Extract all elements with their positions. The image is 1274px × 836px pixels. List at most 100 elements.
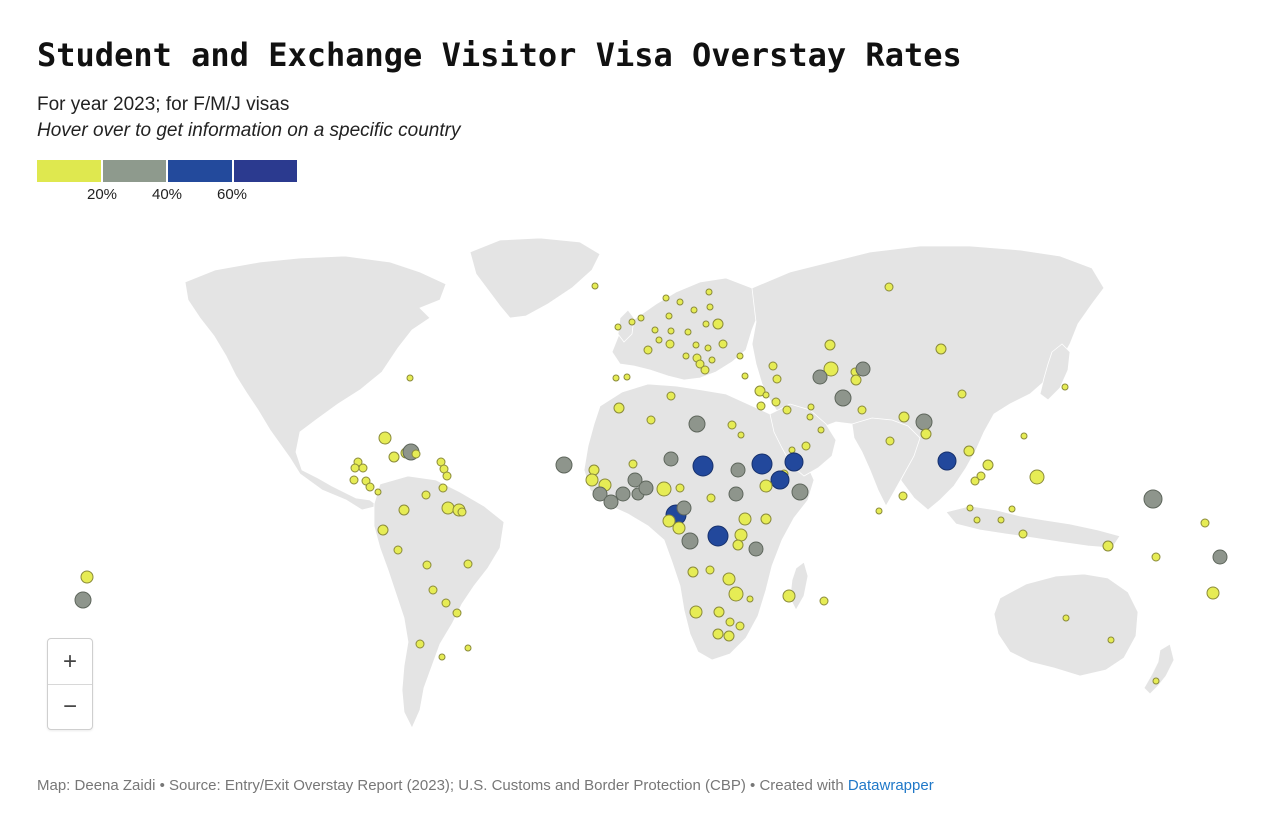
country-marker-low[interactable] [464, 644, 472, 652]
country-marker-low[interactable] [675, 483, 685, 493]
country-marker-low[interactable] [997, 516, 1005, 524]
country-marker-low[interactable] [415, 639, 425, 649]
country-marker-low[interactable] [442, 471, 452, 481]
country-marker-low[interactable] [771, 397, 781, 407]
country-marker-low[interactable] [662, 514, 676, 528]
data-points[interactable] [74, 282, 1228, 685]
country-marker-low[interactable] [643, 345, 653, 355]
country-marker-low[interactable] [1107, 636, 1115, 644]
country-marker-low[interactable] [378, 431, 392, 445]
country-marker-low[interactable] [628, 318, 636, 326]
country-marker-low[interactable] [667, 327, 675, 335]
country-marker-low[interactable] [684, 328, 692, 336]
country-marker-low[interactable] [702, 320, 710, 328]
country-marker-low[interactable] [759, 479, 773, 493]
datawrapper-link[interactable]: Datawrapper [847, 777, 934, 794]
country-marker-low[interactable] [970, 476, 980, 486]
country-marker-mid[interactable] [555, 456, 573, 474]
country-marker-low[interactable] [727, 420, 737, 430]
country-marker-low[interactable] [676, 298, 684, 306]
country-marker-low[interactable] [666, 391, 676, 401]
country-marker-low[interactable] [732, 539, 744, 551]
country-marker-low[interactable] [957, 389, 967, 399]
country-marker-low[interactable] [1102, 540, 1114, 552]
country-marker-low[interactable] [585, 473, 599, 487]
country-marker-low[interactable] [782, 589, 796, 603]
country-marker-low[interactable] [712, 628, 724, 640]
country-marker-mid[interactable] [812, 369, 828, 385]
country-marker-low[interactable] [588, 464, 600, 476]
country-marker-low[interactable] [875, 507, 883, 515]
country-marker-low[interactable] [365, 482, 375, 492]
country-marker-mid[interactable] [1143, 489, 1163, 509]
country-marker-mid[interactable] [915, 413, 933, 431]
country-marker-mid[interactable] [728, 486, 744, 502]
country-marker-low[interactable] [358, 463, 368, 473]
country-marker-low[interactable] [920, 428, 932, 440]
country-marker-low[interactable] [349, 475, 359, 485]
country-marker-mid[interactable] [638, 480, 654, 496]
country-marker-low[interactable] [428, 585, 438, 595]
country-marker-low[interactable] [438, 483, 448, 493]
country-marker-low[interactable] [637, 314, 645, 322]
country-marker-low[interactable] [824, 339, 836, 351]
country-marker-low[interactable] [1029, 469, 1045, 485]
country-marker-mid[interactable] [688, 415, 706, 433]
country-marker-low[interactable] [665, 339, 675, 349]
country-marker-low[interactable] [705, 288, 713, 296]
country-marker-low[interactable] [421, 490, 431, 500]
country-marker-low[interactable] [689, 605, 703, 619]
country-marker-mid[interactable] [603, 494, 619, 510]
country-marker-low[interactable] [700, 365, 710, 375]
country-marker-mid[interactable] [663, 451, 679, 467]
country-marker-low[interactable] [377, 524, 389, 536]
country-marker-low[interactable] [706, 303, 714, 311]
country-marker-low[interactable] [411, 449, 421, 459]
country-marker-low[interactable] [656, 481, 672, 497]
country-marker-low[interactable] [1152, 677, 1160, 685]
country-marker-low[interactable] [441, 501, 455, 515]
country-marker-mid[interactable] [855, 361, 871, 377]
country-marker-low[interactable] [682, 352, 690, 360]
country-marker-low[interactable] [687, 566, 699, 578]
country-marker-low[interactable] [406, 374, 414, 382]
country-marker-low[interactable] [374, 488, 382, 496]
country-marker-low[interactable] [80, 570, 94, 584]
country-marker-low[interactable] [801, 441, 811, 451]
world-map[interactable] [0, 220, 1274, 750]
country-marker-mid[interactable] [681, 532, 699, 550]
country-marker-high[interactable] [784, 452, 804, 472]
country-marker-low[interactable] [708, 356, 716, 364]
country-marker-low[interactable] [452, 608, 462, 618]
country-marker-low[interactable] [817, 426, 825, 434]
country-marker-low[interactable] [898, 491, 908, 501]
country-marker-low[interactable] [628, 459, 638, 469]
country-marker-low[interactable] [885, 436, 895, 446]
country-marker-low[interactable] [388, 451, 400, 463]
country-marker-low[interactable] [713, 606, 725, 618]
country-marker-low[interactable] [612, 374, 620, 382]
country-marker-mid[interactable] [676, 500, 692, 516]
country-marker-low[interactable] [457, 507, 467, 517]
country-marker-low[interactable] [695, 359, 705, 369]
country-marker-low[interactable] [736, 352, 744, 360]
country-marker-low[interactable] [690, 306, 698, 314]
country-marker-low[interactable] [646, 415, 656, 425]
country-marker-mid[interactable] [791, 483, 809, 501]
country-marker-mid[interactable] [730, 462, 746, 478]
country-marker-low[interactable] [976, 471, 986, 481]
country-marker-low[interactable] [728, 586, 744, 602]
country-marker-low[interactable] [393, 545, 403, 555]
country-marker-low[interactable] [850, 374, 862, 386]
country-marker-low[interactable] [966, 504, 974, 512]
country-marker-high[interactable] [707, 525, 729, 547]
country-marker-low[interactable] [982, 459, 994, 471]
country-marker-low[interactable] [898, 411, 910, 423]
country-marker-low[interactable] [350, 463, 360, 473]
country-marker-low[interactable] [398, 504, 410, 516]
country-marker-low[interactable] [760, 513, 772, 525]
country-marker-low[interactable] [705, 565, 715, 575]
country-marker-low[interactable] [1206, 586, 1220, 600]
country-marker-low[interactable] [1061, 383, 1069, 391]
country-marker-low[interactable] [662, 294, 670, 302]
